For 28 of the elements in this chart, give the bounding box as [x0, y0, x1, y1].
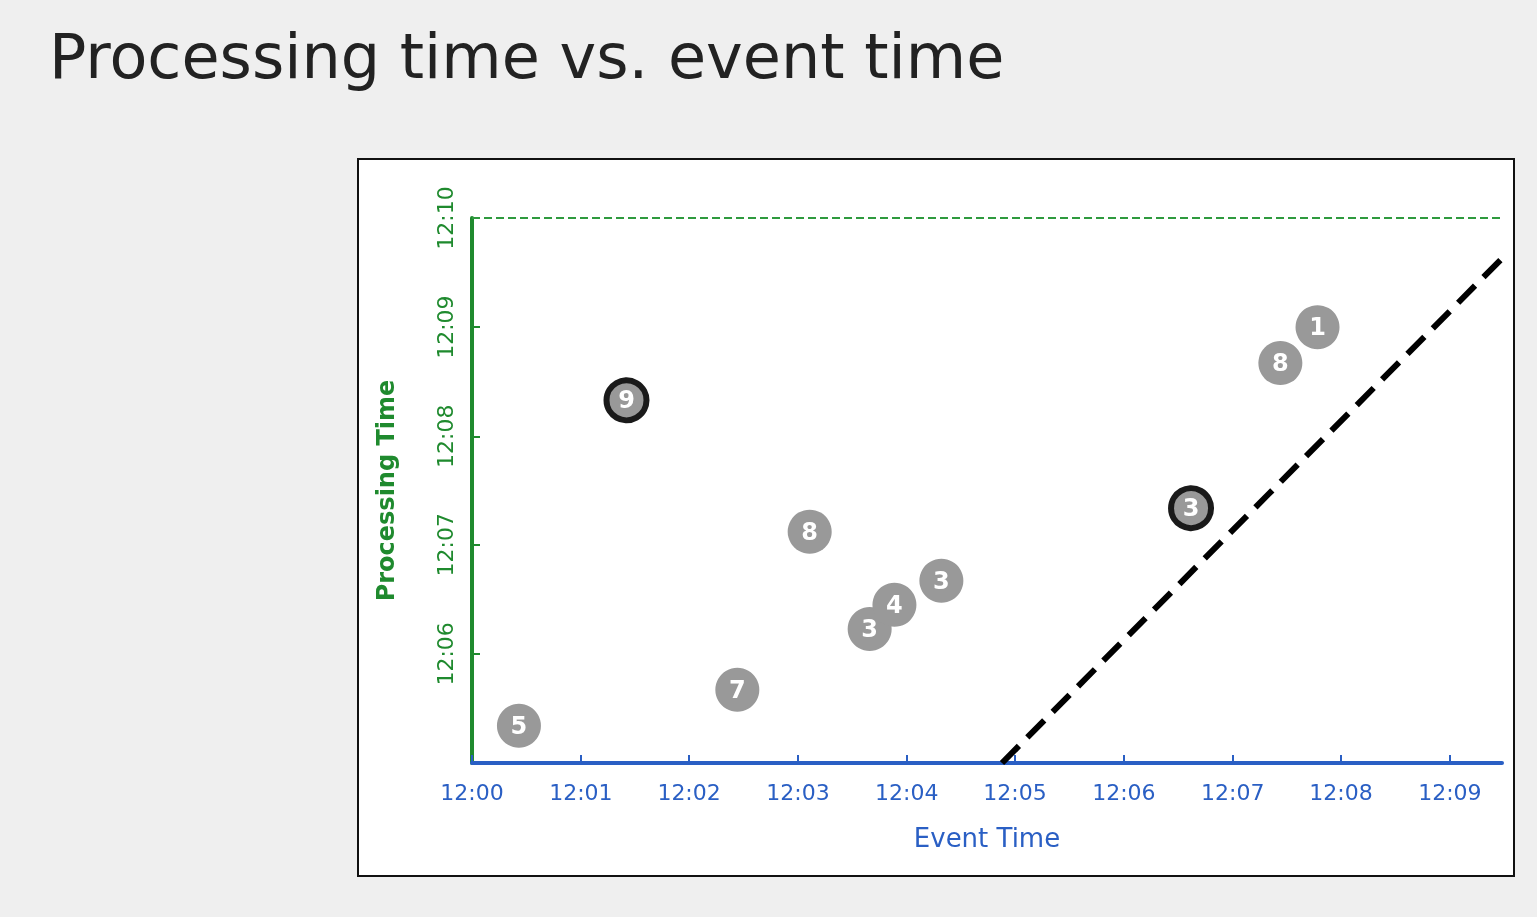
y-tick-label: 12:07: [432, 513, 458, 577]
x-tick-label: 12:02: [657, 779, 721, 805]
annotation: 8: [1272, 349, 1289, 378]
annotation: 3: [1182, 494, 1200, 523]
annotation: 4: [886, 590, 903, 619]
x-tick-label: 12:04: [875, 779, 939, 805]
x-tick-label: 12:07: [1201, 779, 1265, 805]
y-tick-label: 12:10: [432, 186, 458, 250]
y-tick-label: 12:09: [432, 295, 458, 359]
y-tick-label: 12:06: [432, 622, 458, 686]
x-tick-label: 12:03: [766, 779, 830, 805]
x-tick-label: 12:08: [1309, 779, 1373, 805]
x-tick-label: 12:05: [983, 779, 1047, 805]
annotation: 7: [728, 675, 746, 704]
annotation: 1: [1309, 313, 1326, 342]
annotation: 8: [801, 517, 819, 546]
y-axis-title: Processing Time: [372, 379, 400, 602]
y-tick-label: 12:08: [432, 404, 458, 468]
x-tick-label: 12:09: [1418, 779, 1482, 805]
annotation: 3: [933, 566, 950, 595]
x-tick-label: 12:06: [1092, 779, 1156, 805]
x-axis-title: Event Time: [913, 823, 1061, 853]
chart-title: Processing time vs. event time: [49, 19, 1005, 93]
annotation: 5: [510, 711, 528, 740]
annotation: 9: [618, 386, 635, 415]
annotation: 3: [861, 615, 879, 644]
x-tick-label: 12:00: [440, 779, 504, 805]
x-tick-label: 12:01: [549, 779, 613, 805]
